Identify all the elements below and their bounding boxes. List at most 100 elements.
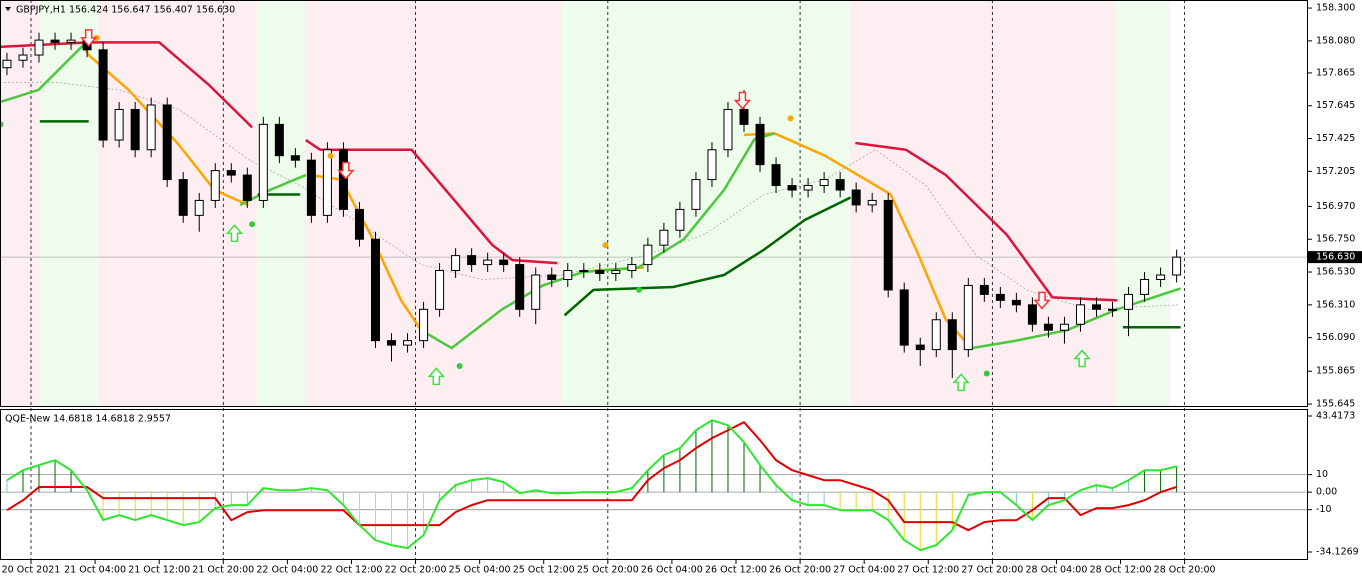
y-tick-label: 0.00	[1316, 487, 1337, 498]
candle-body	[66, 39, 76, 43]
candle-body	[338, 149, 348, 210]
candle-body	[130, 108, 140, 151]
candle-body	[178, 179, 188, 216]
trend-zone	[39, 1, 99, 406]
buy-arrow	[952, 373, 970, 392]
menu-triangle[interactable]	[5, 7, 11, 11]
indicator-line	[563, 196, 852, 317]
candle-body	[98, 49, 108, 141]
candle-body	[18, 54, 28, 61]
x-tick-label: 25 Oct 20:00	[577, 565, 639, 576]
y-tick-label: 156.310	[1316, 299, 1355, 310]
sell-arrow	[1033, 291, 1051, 310]
candle-body	[963, 284, 973, 351]
x-tick-label: 21 Oct 20:00	[192, 565, 254, 576]
candle-body	[194, 199, 204, 216]
signal-dot	[456, 362, 463, 369]
candle-body	[595, 270, 605, 275]
candle-body	[354, 208, 364, 240]
candle-body	[1092, 304, 1102, 310]
candle-body	[723, 108, 733, 151]
candle-body	[435, 270, 445, 310]
signal-dot	[602, 242, 609, 249]
candle-body	[867, 199, 877, 206]
candle-body	[1059, 323, 1069, 331]
candle-body	[835, 179, 845, 191]
candle-body	[1011, 299, 1021, 306]
x-tick-label: 27 Oct 04:00	[833, 565, 895, 576]
signal-dot	[249, 221, 256, 228]
candle-body	[659, 229, 669, 246]
x-tick-label: 25 Oct 12:00	[513, 565, 575, 576]
x-tick-label: 28 Oct 20:00	[1154, 565, 1216, 576]
x-tick-label: 21 Oct 04:00	[64, 565, 126, 576]
candle-body	[739, 108, 749, 125]
candle-body	[947, 319, 957, 351]
buy-arrow	[427, 367, 446, 386]
candle-body	[819, 179, 829, 187]
candle-body	[1172, 256, 1182, 276]
candle-body	[1108, 308, 1118, 311]
trend-zone	[562, 1, 850, 406]
signal-dot	[983, 370, 990, 377]
candle-body	[451, 255, 461, 272]
candle-body	[883, 199, 893, 291]
x-tick-label: 27 Oct 20:00	[961, 565, 1023, 576]
candle-body	[290, 155, 300, 161]
y-tick-label: 157.425	[1316, 133, 1355, 144]
candle-body	[995, 293, 1005, 301]
sell-arrow	[733, 91, 752, 110]
candle-body	[403, 340, 413, 346]
x-tick-label: 26 Oct 20:00	[769, 565, 831, 576]
sell-arrow	[337, 161, 355, 180]
indicator-pane-border	[0, 409, 1308, 560]
x-tick-label: 22 Oct 12:00	[320, 565, 382, 576]
candle-body	[242, 174, 252, 201]
candle-body	[210, 170, 220, 201]
signal-dot	[787, 115, 794, 122]
candle-body	[563, 270, 573, 280]
buy-arrow	[1073, 349, 1091, 368]
signal-dot	[327, 152, 334, 159]
y-tick-label: 156.970	[1316, 201, 1355, 212]
candle-body	[979, 284, 989, 295]
trend-zone	[1114, 1, 1171, 406]
x-tick-label: 27 Oct 12:00	[897, 565, 959, 576]
x-tick-label: 22 Oct 20:00	[385, 565, 447, 576]
candle-body	[1124, 293, 1134, 310]
x-tick-label: 20 Oct 2021	[2, 565, 61, 576]
candle-body	[2, 59, 12, 69]
candle-body	[274, 123, 284, 157]
y-tick-label: 156.530	[1316, 267, 1355, 278]
x-tick-label: 22 Oct 04:00	[256, 565, 318, 576]
x-tick-label: 21 Oct 12:00	[128, 565, 190, 576]
candle-body	[114, 108, 124, 141]
buy-arrow	[225, 224, 244, 243]
candle-body	[515, 264, 525, 310]
candle-body	[483, 259, 493, 266]
candle-body	[531, 274, 541, 310]
current-price-label: 156.630	[1316, 252, 1355, 263]
indicator-title: QQE-New 14.6818 14.6818 2.9557	[5, 414, 171, 425]
candle-body	[803, 185, 813, 191]
candle-body	[258, 123, 268, 201]
y-tick-label: 156.090	[1316, 332, 1355, 343]
x-tick-label: 28 Oct 12:00	[1090, 565, 1152, 576]
y-tick-label: 157.205	[1316, 166, 1355, 177]
y-tick-label: 158.300	[1316, 3, 1355, 14]
candle-body	[547, 274, 557, 280]
y-tick-label: 43.4173	[1316, 411, 1355, 422]
candle-body	[162, 104, 172, 181]
y-tick-label: 157.865	[1316, 67, 1355, 78]
x-tick-label: 26 Oct 04:00	[641, 565, 703, 576]
candle-body	[322, 149, 332, 216]
candle-body	[851, 189, 861, 206]
candle-body	[1043, 323, 1053, 331]
trend-zone	[98, 1, 258, 406]
candle-body	[915, 344, 925, 351]
candle-body	[787, 185, 797, 191]
y-tick-label: 10	[1316, 469, 1328, 480]
signal-dot	[636, 286, 643, 293]
candle-body	[146, 104, 156, 151]
candle-body	[226, 170, 236, 176]
